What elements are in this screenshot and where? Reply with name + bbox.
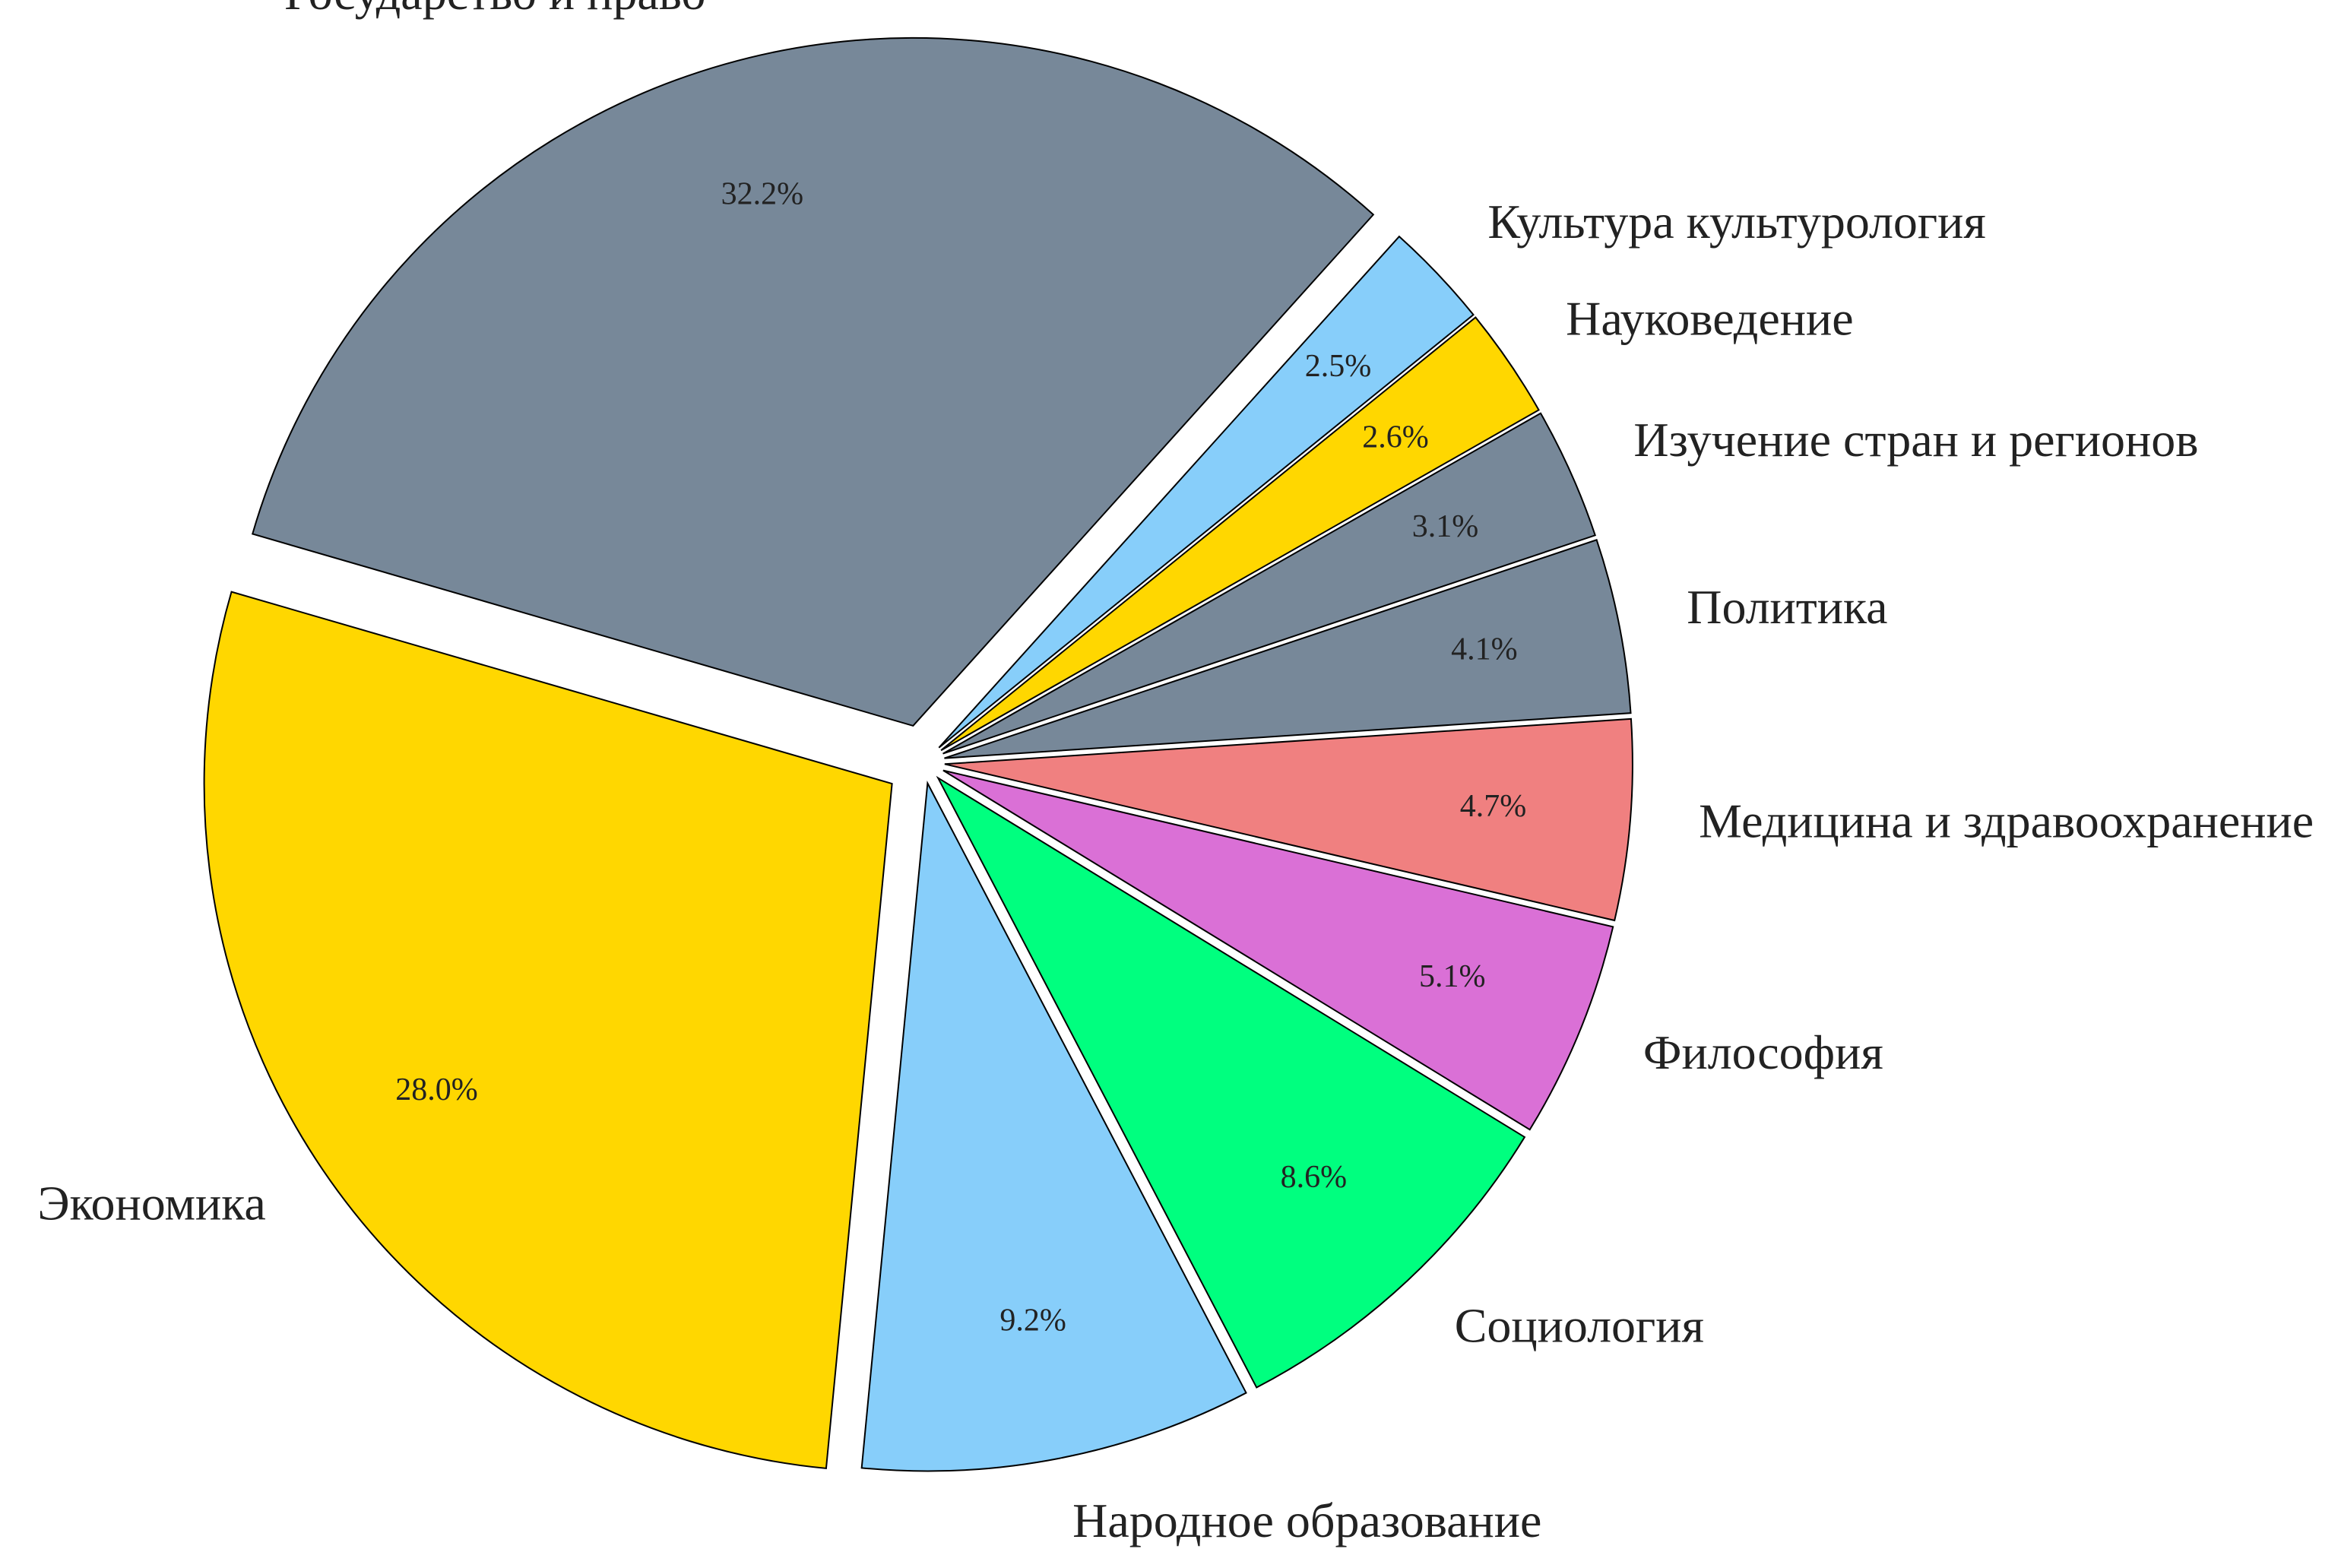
pie-slice bbox=[203, 591, 893, 1470]
slice-label: Изучение стран и регионов bbox=[1633, 413, 2198, 467]
value-label: 2.6% bbox=[1362, 420, 1429, 455]
value-label: 2.5% bbox=[1305, 349, 1372, 384]
pie-slice bbox=[942, 412, 1597, 755]
value-label: 3.1% bbox=[1412, 509, 1479, 544]
pie-slice bbox=[944, 539, 1632, 759]
value-label: 9.2% bbox=[999, 1303, 1066, 1338]
slice-label: Государство и право bbox=[284, 0, 705, 20]
slice-label: Науковедение bbox=[1566, 291, 1854, 345]
slice-label: Политика bbox=[1687, 580, 1887, 634]
slice-label: Народное образование bbox=[1072, 1494, 1541, 1547]
value-label: 4.7% bbox=[1460, 789, 1527, 824]
pie-slice bbox=[938, 235, 1475, 749]
value-label: 5.1% bbox=[1419, 959, 1486, 994]
value-label: 8.6% bbox=[1281, 1160, 1348, 1195]
pie-slice bbox=[936, 775, 1526, 1389]
slice-label: Медицина и здравоохранение bbox=[1699, 794, 2314, 847]
value-label: 28.0% bbox=[395, 1072, 478, 1107]
pie-slice bbox=[940, 316, 1540, 752]
pie-slice bbox=[942, 769, 1614, 1131]
pie-slice bbox=[860, 781, 1247, 1472]
slice-label: Философия bbox=[1643, 1025, 1883, 1079]
pie-slice bbox=[944, 717, 1633, 922]
slice-label: Социология bbox=[1455, 1299, 1704, 1353]
value-label: 32.2% bbox=[721, 176, 804, 211]
value-label: 4.1% bbox=[1451, 632, 1518, 667]
slice-label: Экономика bbox=[37, 1177, 265, 1231]
slice-label: Культура культурология bbox=[1487, 195, 1985, 249]
pie-slice bbox=[251, 36, 1375, 727]
